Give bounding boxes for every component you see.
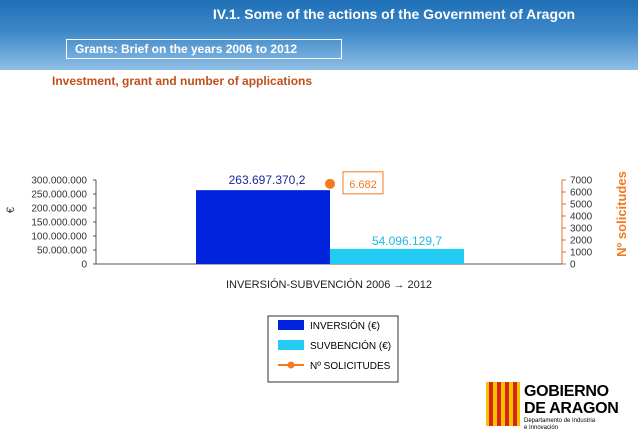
header-banner: IV.1. Some of the actions of the Governm… (0, 0, 638, 70)
legend-swatch-inversion (278, 320, 304, 330)
left-axis-title: € (5, 207, 17, 213)
data-label-subvencion: 54.096.129,7 (372, 234, 442, 248)
left-axis-tick-label: 150.000.000 (31, 218, 87, 229)
bar-subvencion (330, 248, 464, 264)
right-axis-title: Nº solicitudes (614, 171, 629, 257)
left-axis-tick-label: 250.000.000 (31, 190, 87, 201)
right-axis-tick-label: 4000 (570, 212, 593, 223)
x-axis-title: INVERSIÓN-SUBVENCIÓN 2006 → 2012 (226, 278, 432, 291)
logo-department: Departamento de Industria e Innovación (524, 418, 596, 431)
point-solicitudes (325, 178, 335, 189)
left-axis-tick-label: 0 (81, 260, 87, 271)
right-axis-tick-label: 2000 (570, 236, 593, 247)
right-axis-tick-label: 7000 (570, 176, 593, 187)
left-axis-tick-label: 200.000.000 (31, 204, 87, 215)
section-title: Investment, grant and number of applicat… (52, 74, 313, 88)
right-axis-tick-label: 0 (570, 260, 576, 271)
data-label-box-solicitudes (342, 171, 384, 195)
left-axis-tick-label: 100.000.000 (31, 232, 87, 243)
data-label-inversion: 263.697.370,2 (229, 173, 306, 187)
right-axis-tick-label: 5000 (570, 200, 593, 211)
legend-label-inversion: INVERSIÓN (€) (310, 319, 380, 332)
right-axis-tick-label: 6000 (570, 188, 593, 199)
legend-swatch-marker-solicitudes (287, 361, 295, 369)
legend-label-subvencion: SUVBENCIÓN (€) (310, 339, 391, 352)
legend-swatch-subvencion (278, 340, 304, 350)
logo-wordmark: GOBIERNO DE ARAGON (524, 383, 619, 417)
investment-grant-chart: 0 50.000.000 100.000.000 150.000.000 200.000… (5, 171, 629, 383)
gobierno-aragon-logo: GOBIERNO DE ARAGON Departamento de Indus… (486, 382, 636, 438)
right-axis-tick-label: 1000 (570, 248, 593, 259)
legend-label-solicitudes: Nº SOLICITUDES (310, 361, 391, 372)
aragon-shield-icon (486, 382, 520, 426)
left-axis-tick-label: 300.000.000 (31, 176, 87, 187)
right-axis-tick-label: 3000 (570, 224, 593, 235)
bar-inversion (196, 190, 330, 264)
page-title: IV.1. Some of the actions of the Governm… (212, 6, 576, 22)
data-label-solicitudes: 6.682 (349, 179, 377, 191)
page-subtitle: Grants: Brief on the years 2006 to 2012 (66, 39, 342, 59)
left-axis-tick-label: 50.000.000 (37, 246, 87, 257)
